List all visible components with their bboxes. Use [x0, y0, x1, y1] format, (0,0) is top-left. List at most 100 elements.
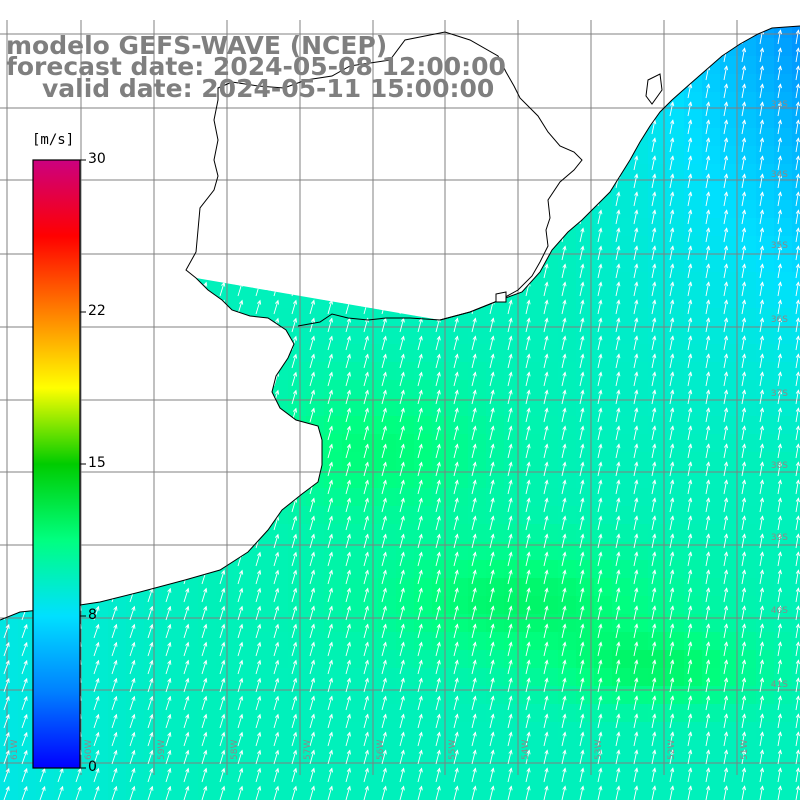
field-cell [666, 596, 685, 615]
field-cell [144, 596, 163, 615]
field-cell [576, 128, 595, 147]
wind-arrow [345, 245, 351, 261]
wind-arrow [561, 749, 567, 765]
wind-arrow [291, 137, 298, 153]
field-cell [684, 56, 703, 75]
field-cell [180, 398, 199, 417]
field-cell [666, 758, 685, 777]
field-cell [342, 632, 361, 651]
wind-arrow [435, 371, 441, 387]
field-cell [126, 200, 145, 219]
field-cell [144, 128, 163, 147]
field-cell [774, 794, 793, 800]
lon-label: 58W [230, 739, 240, 760]
wind-arrow [615, 785, 621, 800]
wind-arrow [273, 263, 280, 279]
field-cell [144, 488, 163, 507]
field-cell [738, 776, 757, 795]
field-cell [576, 326, 595, 345]
field-cell [630, 56, 649, 75]
field-cell [432, 290, 451, 309]
wind-arrow [435, 137, 441, 153]
field-cell [576, 704, 595, 723]
field-cell [72, 794, 91, 800]
wind-arrow [759, 101, 765, 117]
wind-arrow [309, 299, 316, 315]
field-cell [522, 218, 541, 237]
wind-arrow [795, 155, 800, 171]
wind-arrow [759, 587, 765, 603]
wind-arrow [21, 371, 28, 387]
field-cell [756, 200, 775, 219]
field-cell [702, 26, 721, 39]
wind-arrow [759, 515, 765, 531]
wind-arrow [705, 659, 711, 675]
field-cell [630, 434, 649, 453]
wind-arrow [759, 533, 765, 549]
wind-arrow [759, 605, 765, 621]
wind-arrow [363, 533, 369, 549]
field-cell [252, 452, 271, 471]
wind-arrow [291, 659, 298, 675]
field-cell [342, 452, 361, 471]
wind-arrow [21, 731, 28, 747]
field-cell [126, 794, 145, 800]
field-cell [630, 452, 649, 471]
field-cell [306, 704, 325, 723]
wind-arrow [705, 155, 711, 171]
field-cell [720, 686, 739, 705]
field-cell [216, 758, 235, 777]
field-cell [774, 578, 793, 597]
wind-arrow [687, 65, 693, 81]
field-cell [576, 452, 595, 471]
wind-arrow [219, 731, 226, 747]
wind-arrow [561, 389, 567, 405]
field-cell [126, 380, 145, 399]
field-cell [396, 794, 415, 800]
field-cell [774, 254, 793, 273]
lon-label: 56W [376, 739, 386, 760]
field-cell [288, 416, 307, 435]
wind-arrow [597, 497, 603, 513]
wind-arrow [471, 119, 477, 135]
wind-arrow [291, 749, 298, 765]
field-cell [234, 326, 253, 345]
wind-arrow [723, 551, 729, 567]
wind-arrow [633, 65, 639, 81]
wind-arrow [111, 299, 118, 315]
wind-arrow [381, 515, 387, 531]
wind-arrow [597, 353, 603, 369]
wind-arrow [435, 101, 441, 117]
field-cell [396, 650, 415, 669]
wind-arrow [381, 137, 387, 153]
field-cell [252, 758, 271, 777]
wind-arrow [525, 245, 531, 261]
field-cell [522, 488, 541, 507]
field-cell [504, 488, 523, 507]
field-cell [324, 650, 343, 669]
wind-arrow [435, 119, 441, 135]
wind-arrow [147, 731, 154, 747]
wind-arrow [399, 659, 405, 675]
field-cell [252, 362, 271, 381]
field-cell [180, 182, 199, 201]
wind-arrow [183, 551, 190, 567]
wind-arrow [579, 749, 585, 765]
field-cell [252, 128, 271, 147]
wind-arrow [759, 155, 765, 171]
wind-arrow [489, 353, 495, 369]
field-cell [126, 326, 145, 345]
wind-arrow [183, 659, 190, 675]
wind-arrow [399, 245, 405, 261]
wind-arrow [93, 335, 100, 351]
wind-arrow [651, 713, 657, 729]
field-cell [486, 416, 505, 435]
wind-arrow [759, 713, 765, 729]
wind-arrow [363, 317, 369, 333]
field-cell [144, 650, 163, 669]
field-cell [450, 452, 469, 471]
wind-arrow [579, 569, 585, 585]
wind-arrow [471, 443, 477, 459]
wind-arrow [507, 407, 513, 423]
field-cell [162, 578, 181, 597]
